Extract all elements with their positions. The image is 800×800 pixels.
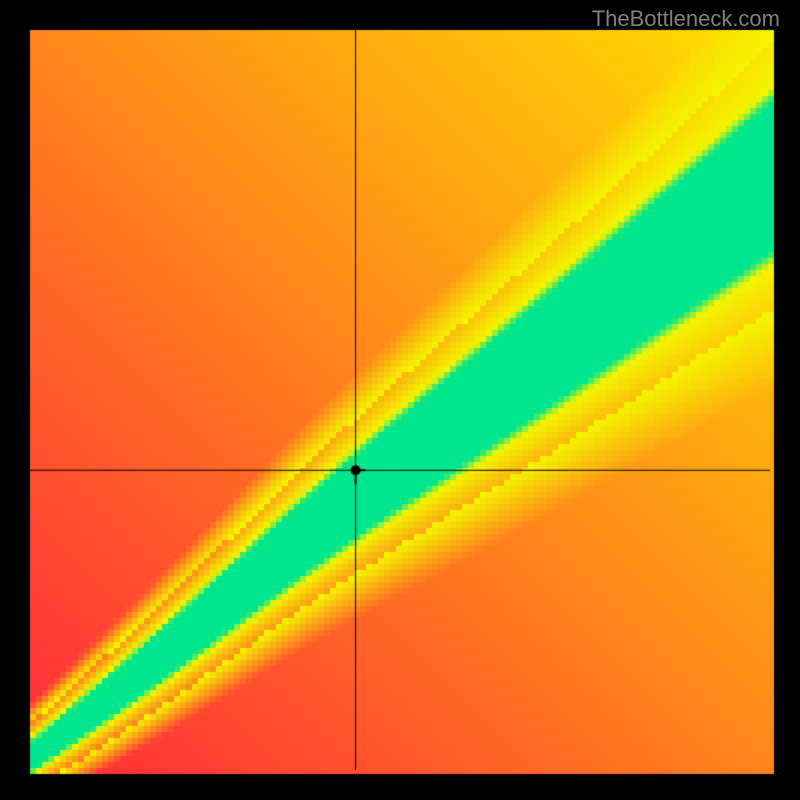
watermark-label: TheBottleneck.com xyxy=(592,6,780,32)
chart-container: TheBottleneck.com xyxy=(0,0,800,800)
bottleneck-heatmap xyxy=(0,0,800,800)
